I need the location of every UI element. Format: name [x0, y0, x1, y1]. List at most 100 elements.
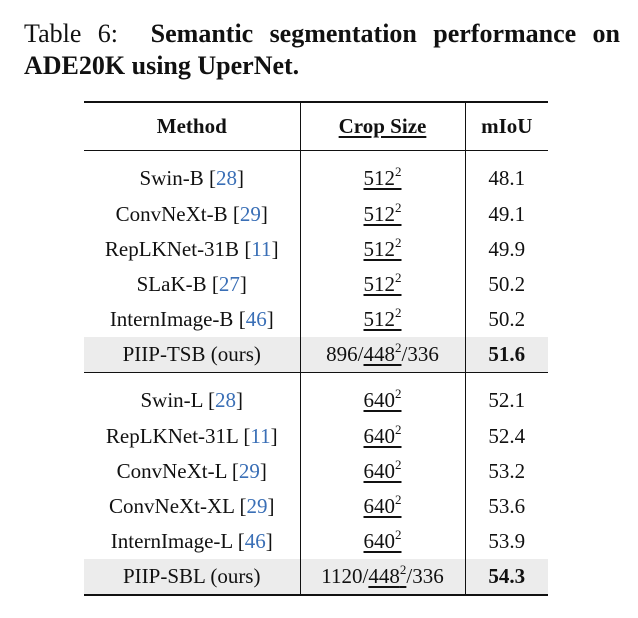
method-cell: ConvNeXt-L [29]	[84, 454, 301, 489]
crop-size-exponent: 2	[395, 492, 402, 507]
crop-size-number: 448	[368, 564, 400, 588]
crop-size-cell: 6402	[300, 489, 466, 524]
crop-size-exponent: 2	[395, 340, 402, 355]
crop-size-number: 512	[363, 237, 396, 261]
method-cell: ConvNeXt-XL [29]	[84, 489, 301, 524]
header-row: Method Crop Size mIoU	[84, 102, 548, 151]
table-row: ConvNeXt-XL [29] 6402 53.6	[84, 489, 548, 524]
crop-size-number: 640	[363, 459, 396, 483]
crop-size-exponent: 2	[395, 457, 402, 472]
crop-size-number: 512	[363, 272, 396, 296]
crop-size-suffix: /336	[406, 564, 444, 588]
miou-cell: 51.6	[465, 337, 548, 373]
miou-cell: 52.1	[488, 387, 526, 412]
header-crop-size: Crop Size	[300, 102, 466, 151]
citation-link[interactable]: 11	[251, 237, 272, 261]
method-cell: InternImage-B [46]	[84, 302, 301, 337]
citation-link[interactable]: 28	[214, 387, 236, 412]
miou-cell: 53.9	[488, 529, 526, 553]
crop-size-cell: 5122	[300, 267, 466, 302]
citation-link[interactable]: 28	[215, 165, 237, 190]
crop-size-value: 4482	[363, 340, 402, 366]
crop-size-number: 640	[363, 424, 396, 448]
citation-link[interactable]: 27	[218, 272, 240, 296]
table-row: Swin-L [28] 6402 52.1	[84, 372, 548, 419]
method-cell: SLaK-B [27]	[84, 267, 301, 302]
method-name: ConvNeXt-L	[116, 459, 227, 483]
crop-size-exponent: 2	[395, 305, 402, 320]
caption-label: Table 6:	[24, 19, 118, 48]
miou-cell: 50.2	[488, 307, 526, 331]
miou-cell: 53.6	[488, 494, 526, 518]
crop-size-value: 6402	[363, 387, 402, 412]
citation-link[interactable]: 29	[239, 202, 261, 226]
table-row: SLaK-B [27] 5122 50.2	[84, 267, 548, 302]
method-name: RepLKNet-31B	[104, 237, 240, 261]
crop-size-exponent: 2	[395, 235, 402, 250]
crop-size-value: 6402	[363, 457, 402, 483]
table-row: ConvNeXt-B [29] 5122 49.1	[84, 197, 548, 232]
crop-size-exponent: 2	[395, 163, 402, 179]
crop-size-number: 640	[363, 387, 396, 412]
crop-size-value: 6402	[363, 527, 402, 553]
method-name: RepLKNet-31L	[105, 424, 239, 448]
method-name: InternImage-L	[110, 529, 233, 553]
method-name: Swin-B	[139, 165, 204, 190]
crop-size-cell: 5122	[300, 232, 466, 267]
citation-link[interactable]: 46	[244, 529, 266, 553]
crop-size-number: 512	[363, 202, 396, 226]
method-cell: RepLKNet-31B [11]	[84, 232, 301, 267]
miou-cell: 48.1	[488, 165, 526, 190]
method-name: Swin-L	[140, 387, 203, 412]
table-row: ConvNeXt-L [29] 6402 53.2	[84, 454, 548, 489]
crop-size-exponent: 2	[395, 422, 402, 437]
method-cell: RepLKNet-31L [11]	[84, 419, 301, 454]
method-name: ConvNeXt-B	[115, 202, 228, 226]
miou-cell: 49.1	[488, 202, 526, 226]
citation-link[interactable]: 29	[246, 494, 268, 518]
crop-size-value: 6402	[363, 492, 402, 518]
crop-size-cell: 896/4482/336	[300, 337, 466, 373]
crop-size-value: 5122	[363, 235, 402, 261]
crop-size-exponent: 2	[395, 270, 402, 285]
table-row: InternImage-B [46] 5122 50.2	[84, 302, 548, 337]
caption-title: Semantic segmentation performance on ADE…	[24, 19, 620, 80]
method-name: InternImage-B	[109, 307, 234, 331]
crop-size-number: 640	[363, 529, 396, 553]
table-row: RepLKNet-31L [11] 6402 52.4	[84, 419, 548, 454]
crop-size-value: 5122	[363, 200, 402, 226]
ours-row: PIIP-TSB (ours) 896/4482/336 51.6	[84, 337, 548, 373]
crop-size-cell: 1120/4482/336	[300, 559, 466, 595]
results-table: Method Crop Size mIoU Swin-B [28] 5122 48.…	[84, 101, 548, 596]
crop-size-cell: 6402	[300, 372, 466, 419]
citation-link[interactable]: 46	[245, 307, 267, 331]
crop-size-exponent: 2	[399, 562, 407, 577]
crop-size-cell: 6402	[300, 524, 466, 559]
citation-link[interactable]: 11	[250, 424, 271, 448]
crop-size-number: 448	[363, 342, 396, 366]
header-miou: mIoU	[481, 114, 533, 138]
crop-size-cell: 5122	[300, 197, 466, 232]
crop-size-cell: 5122	[300, 150, 466, 197]
header-method: Method	[84, 102, 301, 151]
crop-size-value: 6402	[363, 422, 402, 448]
miou-cell: 49.9	[488, 237, 526, 261]
method-cell: PIIP-SBL (ours)	[84, 559, 301, 595]
crop-size-cell: 6402	[300, 454, 466, 489]
crop-size-number: 640	[363, 494, 396, 518]
crop-size-number: 512	[363, 307, 396, 331]
crop-size-value: 5122	[363, 270, 402, 296]
header-crop-size-label: Crop Size	[338, 114, 427, 138]
citation-link[interactable]: 29	[238, 459, 260, 483]
crop-size-exponent: 2	[395, 200, 402, 215]
crop-size-suffix: /336	[401, 342, 439, 366]
crop-size-number: 512	[363, 165, 396, 190]
table-caption: Table 6: Semantic segmentation performan…	[24, 18, 620, 82]
method-cell: ConvNeXt-B [29]	[84, 197, 301, 232]
crop-size-exponent: 2	[395, 527, 402, 542]
method-cell: InternImage-L [46]	[84, 524, 301, 559]
method-cell: Swin-B [28]	[84, 150, 301, 197]
table-row: InternImage-L [46] 6402 53.9	[84, 524, 548, 559]
ours-row: PIIP-SBL (ours) 1120/4482/336 54.3	[84, 559, 548, 595]
crop-size-prefix: 896/	[326, 342, 364, 366]
